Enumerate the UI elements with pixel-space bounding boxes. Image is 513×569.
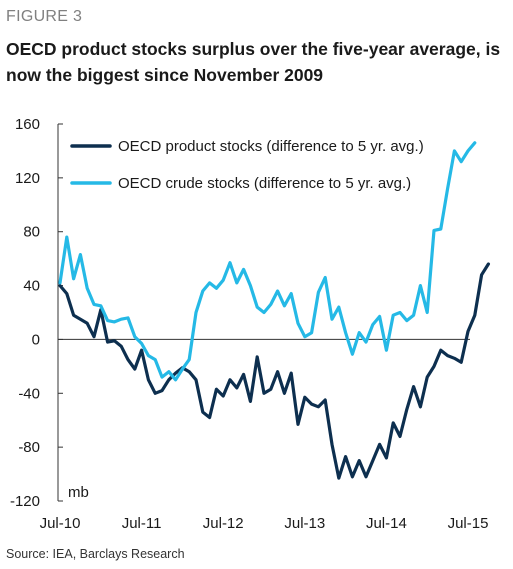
y-tick-label: 0 xyxy=(32,331,40,348)
y-tick-label: -80 xyxy=(18,439,40,456)
x-tick-label: Jul-13 xyxy=(284,515,325,532)
x-tick-label: Jul-12 xyxy=(203,515,244,532)
x-tick-label: Jul-10 xyxy=(40,515,81,532)
figure-label: FIGURE 3 xyxy=(6,8,83,25)
series-line-product-stocks xyxy=(58,262,490,480)
y-tick-label: 120 xyxy=(15,170,40,187)
chart-axes: -120 -80 -40 0 40 80 120 160 mb Jul-10 Jul-11 Jul-1… xyxy=(10,116,488,532)
source-note: Source: IEA, Barclays Research xyxy=(6,547,185,561)
y-tick-label: -120 xyxy=(10,493,40,510)
chart-series xyxy=(58,141,490,480)
y-tick-label: 160 xyxy=(15,116,40,133)
series-line-crude-stocks xyxy=(58,141,477,382)
x-tick-label: Jul-15 xyxy=(448,515,489,532)
y-tick-label: 40 xyxy=(23,278,40,295)
legend-label-product: OECD product stocks (difference to 5 yr.… xyxy=(118,138,424,155)
x-tick-label: Jul-14 xyxy=(366,515,407,532)
chart-title: OECD product stocks surplus over the fiv… xyxy=(6,39,501,85)
chart-legend: OECD product stocks (difference to 5 yr.… xyxy=(70,138,424,192)
y-tick-label: -40 xyxy=(18,385,40,402)
y-axis-unit-label: mb xyxy=(68,484,89,501)
y-tick-label: 80 xyxy=(23,224,40,241)
x-tick-label: Jul-11 xyxy=(122,515,162,532)
legend-label-crude: OECD crude stocks (difference to 5 yr. a… xyxy=(118,175,411,192)
